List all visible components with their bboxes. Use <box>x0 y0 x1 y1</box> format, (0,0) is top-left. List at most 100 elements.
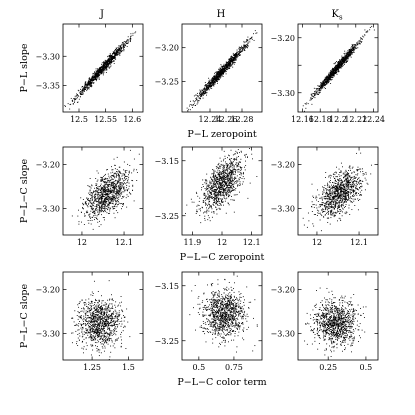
scatter-point <box>93 210 95 212</box>
scatter-point <box>117 47 119 49</box>
scatter-point <box>228 62 230 63</box>
scatter-point <box>236 181 238 183</box>
scatter-point <box>119 177 121 179</box>
scatter-point <box>348 55 350 57</box>
scatter-point <box>132 34 134 36</box>
scatter-point <box>127 190 128 192</box>
scatter-point <box>104 185 106 187</box>
scatter-point <box>102 194 104 196</box>
scatter-point <box>228 204 230 206</box>
scatter-point <box>220 71 221 73</box>
scatter-point <box>220 208 222 210</box>
scatter-point <box>327 81 329 83</box>
scatter-point <box>318 86 320 88</box>
scatter-point <box>117 189 119 191</box>
scatter-point <box>219 72 221 74</box>
scatter-point <box>338 67 340 68</box>
scatter-point <box>214 77 216 79</box>
scatter-point <box>227 177 229 179</box>
scatter-point <box>323 80 325 82</box>
scatter-point <box>122 44 124 46</box>
scatter-point <box>107 58 109 60</box>
scatter-point <box>211 211 213 213</box>
scatter-point <box>223 176 225 178</box>
scatter-point <box>110 184 112 186</box>
scatter-point <box>103 186 105 187</box>
scatter-point <box>226 182 228 184</box>
scatter-point <box>89 79 91 81</box>
scatter-point <box>214 72 215 74</box>
scatter-point <box>231 187 233 188</box>
scatter-point <box>224 181 226 183</box>
scatter-point <box>102 70 104 72</box>
scatter-point <box>229 168 231 170</box>
scatter-point <box>325 82 327 84</box>
scatter-point <box>213 82 215 84</box>
scatter-point <box>220 194 222 196</box>
scatter-point <box>99 211 101 213</box>
scatter-point <box>322 80 324 82</box>
scatter-point <box>228 59 230 61</box>
scatter-point <box>116 52 118 54</box>
scatter-point <box>113 57 115 59</box>
scatter-point <box>189 104 191 106</box>
scatter-point <box>112 198 114 199</box>
scatter-point <box>222 185 224 186</box>
scatter-point <box>219 77 221 79</box>
scatter-point <box>194 104 196 106</box>
scatter-point <box>111 186 113 188</box>
scatter-point <box>339 59 341 61</box>
scatter-point <box>230 58 232 60</box>
scatter-point <box>314 94 316 95</box>
scatter-point <box>109 55 111 57</box>
scatter-point <box>82 204 84 206</box>
scatter-point <box>98 197 100 199</box>
scatter-point <box>210 82 212 84</box>
scatter-point <box>227 202 229 204</box>
scatter-point <box>130 35 132 37</box>
scatter-point <box>110 181 112 183</box>
scatter-point <box>226 173 228 174</box>
scatter-point <box>214 189 216 191</box>
scatter-point <box>116 189 118 191</box>
scatter-point <box>96 73 98 75</box>
scatter-point <box>91 80 93 82</box>
scatter-point <box>218 192 220 193</box>
scatter-point <box>218 77 220 79</box>
scatter-point <box>98 210 100 211</box>
scatter-point <box>332 68 334 70</box>
scatter-point <box>225 188 226 190</box>
scatter-point <box>99 208 100 210</box>
scatter-point <box>132 185 134 187</box>
scatter-point <box>196 193 198 194</box>
scatter-point <box>213 180 215 182</box>
y-tick-label: −3.20 <box>35 161 60 170</box>
scatter-point <box>108 182 110 184</box>
scatter-point <box>127 36 129 38</box>
scatter-point <box>333 71 335 73</box>
scatter-point <box>333 73 335 75</box>
scatter-point <box>100 66 102 68</box>
scatter-point <box>106 183 107 185</box>
scatter-point <box>205 203 207 205</box>
scatter-point <box>113 194 115 196</box>
scatter-point <box>104 199 106 201</box>
scatter-point <box>116 201 118 203</box>
scatter-point <box>211 78 213 80</box>
scatter-point <box>109 187 111 189</box>
scatter-point <box>210 85 212 87</box>
scatter-point <box>212 169 214 171</box>
scatter-point <box>112 169 114 171</box>
scatter-point <box>342 56 344 58</box>
scatter-point <box>220 172 222 173</box>
scatter-point <box>229 182 231 183</box>
scatter-point <box>98 201 100 203</box>
scatter-point <box>100 196 102 198</box>
scatter-point <box>214 76 216 78</box>
scatter-point <box>106 205 108 207</box>
scatter-point <box>114 182 116 184</box>
scatter-point <box>97 211 98 213</box>
scatter-point <box>92 216 94 218</box>
scatter-point <box>217 201 219 203</box>
scatter-point <box>235 53 237 55</box>
